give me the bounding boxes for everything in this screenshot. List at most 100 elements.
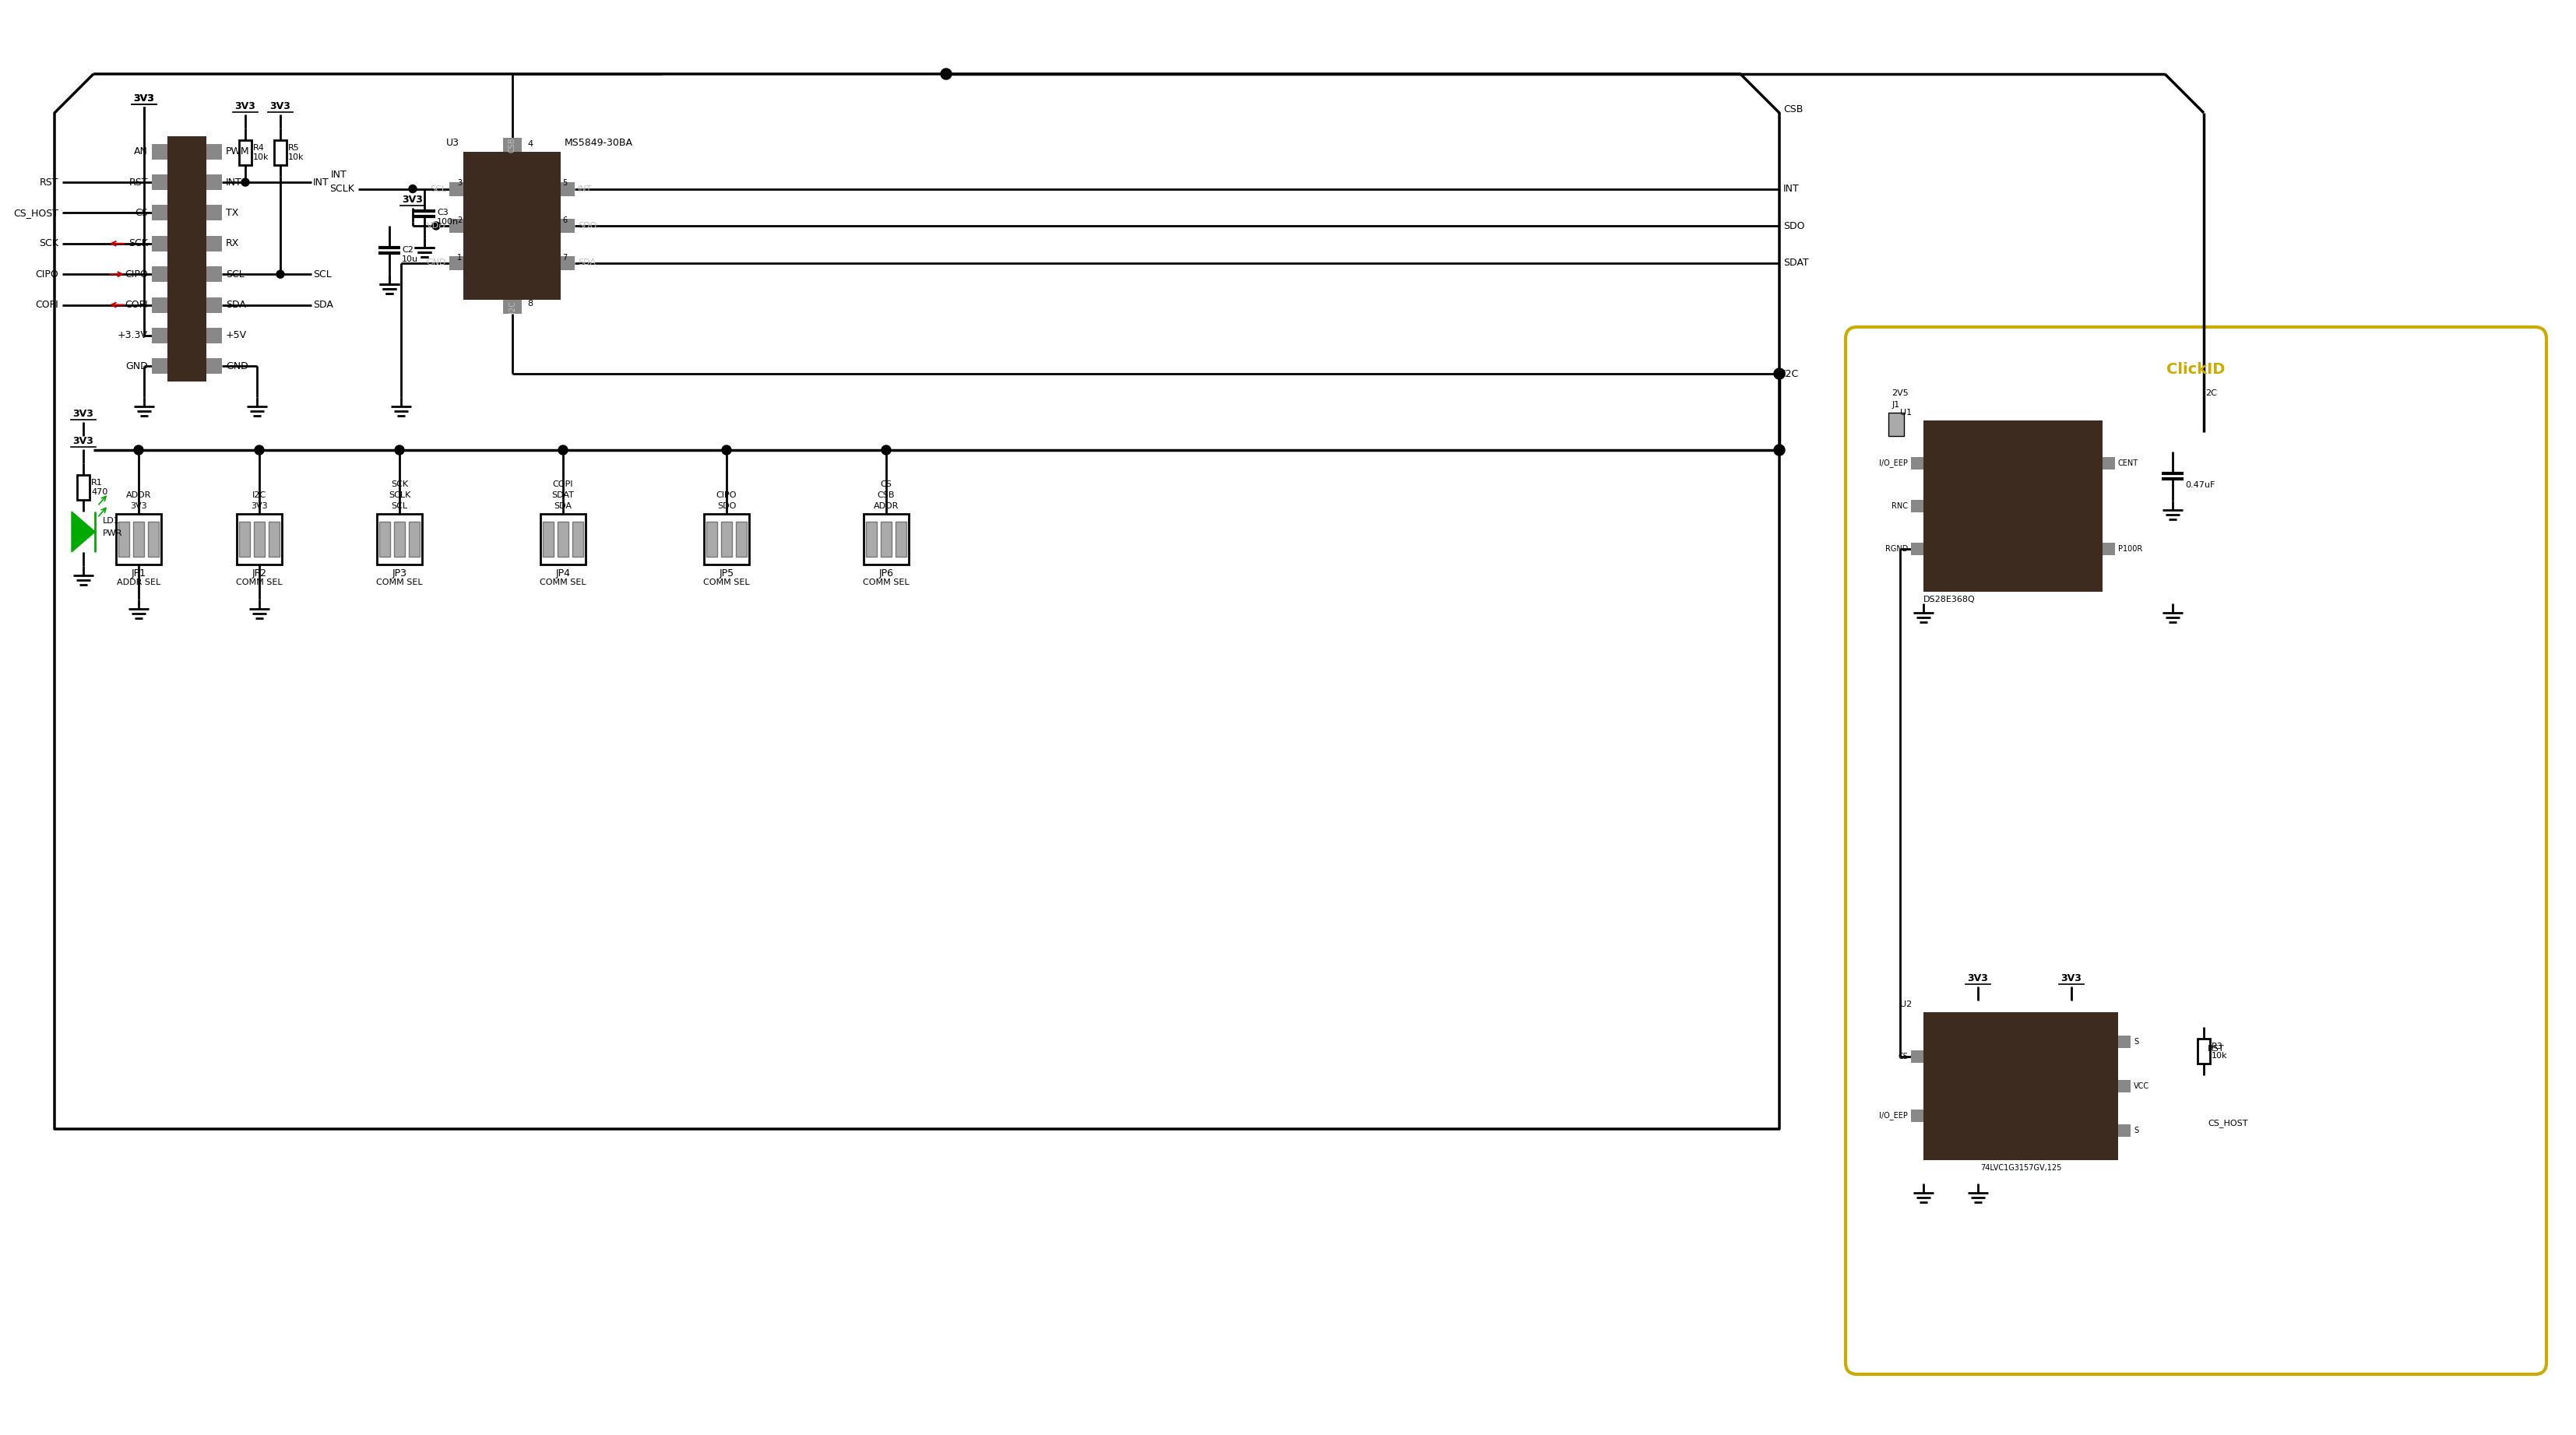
Bar xyxy=(152,297,167,313)
Bar xyxy=(556,521,569,557)
Bar xyxy=(273,141,286,165)
Text: R5: R5 xyxy=(289,144,299,152)
Bar xyxy=(134,521,144,557)
Text: SDO: SDO xyxy=(716,502,737,509)
Text: RGND: RGND xyxy=(1886,545,1909,552)
Text: I2C: I2C xyxy=(507,300,515,313)
Bar xyxy=(502,300,520,314)
Text: SCL: SCL xyxy=(314,270,332,280)
Bar xyxy=(703,514,750,564)
Text: U3: U3 xyxy=(446,138,459,148)
Bar xyxy=(237,514,281,564)
Bar xyxy=(881,521,891,557)
Bar xyxy=(706,521,716,557)
Text: LD1: LD1 xyxy=(103,517,118,525)
Bar xyxy=(1924,1012,2117,1159)
Text: COMM SEL: COMM SEL xyxy=(376,578,422,587)
Text: COMM SEL: COMM SEL xyxy=(863,578,909,587)
Bar xyxy=(2117,1125,2130,1137)
Text: SCK: SCK xyxy=(392,481,407,488)
Text: RST: RST xyxy=(39,177,59,188)
Bar xyxy=(866,521,876,557)
Text: SDA: SDA xyxy=(554,502,572,509)
Bar xyxy=(116,514,162,564)
Bar xyxy=(541,514,585,564)
Text: PWM: PWM xyxy=(227,146,250,156)
Text: 10u: 10u xyxy=(402,255,417,263)
Bar xyxy=(1911,1109,1924,1122)
Text: 74LVC1G3157GV,125: 74LVC1G3157GV,125 xyxy=(1981,1164,2061,1172)
Bar xyxy=(464,152,562,300)
Circle shape xyxy=(721,445,732,455)
Text: I/O_EEP: I/O_EEP xyxy=(1878,1112,1909,1119)
Text: COMM SEL: COMM SEL xyxy=(237,578,283,587)
Bar xyxy=(572,521,585,557)
Text: CS_HOST: CS_HOST xyxy=(2208,1119,2249,1128)
Bar xyxy=(2197,1039,2210,1063)
Text: COMM SEL: COMM SEL xyxy=(541,578,587,587)
Bar xyxy=(448,255,464,270)
Text: CSB: CSB xyxy=(1783,103,1803,113)
Bar xyxy=(863,514,909,564)
Text: CS: CS xyxy=(1899,1053,1909,1060)
Text: CIPO: CIPO xyxy=(36,270,59,280)
Text: COPI: COPI xyxy=(554,481,574,488)
Text: 3V3: 3V3 xyxy=(234,102,255,112)
Text: RST: RST xyxy=(2208,1045,2226,1053)
Text: INT: INT xyxy=(314,177,330,188)
Text: 2V5: 2V5 xyxy=(1891,389,1909,397)
Text: GND: GND xyxy=(227,362,247,372)
Text: +5V: +5V xyxy=(227,330,247,340)
Text: AN: AN xyxy=(134,146,147,156)
Bar xyxy=(152,327,167,343)
Text: COPI: COPI xyxy=(36,300,59,310)
Bar xyxy=(240,141,252,165)
Bar xyxy=(2102,542,2115,555)
Text: 100n: 100n xyxy=(438,218,459,227)
Circle shape xyxy=(433,222,440,230)
Text: SCLK: SCLK xyxy=(389,491,410,499)
Bar xyxy=(544,521,554,557)
Text: SCLK: SCLK xyxy=(330,184,355,194)
Text: INT: INT xyxy=(1783,184,1801,194)
Text: 3V3: 3V3 xyxy=(2061,973,2081,983)
Bar xyxy=(1911,1050,1924,1063)
Bar xyxy=(562,182,574,195)
Text: VDD: VDD xyxy=(428,222,446,230)
Text: 2: 2 xyxy=(456,217,461,224)
Text: 3V3: 3V3 xyxy=(134,93,155,103)
Text: CS: CS xyxy=(881,481,891,488)
Text: COPI: COPI xyxy=(124,300,147,310)
Bar xyxy=(896,521,907,557)
Text: SCK: SCK xyxy=(39,238,59,248)
Bar xyxy=(206,144,222,159)
Text: RNC: RNC xyxy=(1891,502,1909,509)
Text: SDO: SDO xyxy=(577,222,598,230)
Text: 3V3: 3V3 xyxy=(1968,973,1989,983)
Bar xyxy=(206,327,222,343)
Circle shape xyxy=(242,178,250,187)
Text: ADDR: ADDR xyxy=(873,502,899,509)
Text: 7: 7 xyxy=(562,254,567,261)
Bar xyxy=(152,235,167,251)
Bar xyxy=(255,521,265,557)
Text: JP3: JP3 xyxy=(392,568,407,578)
Text: 3V3: 3V3 xyxy=(402,195,422,205)
Bar xyxy=(118,521,129,557)
Text: SDA: SDA xyxy=(577,258,595,267)
Text: ClickID: ClickID xyxy=(2166,362,2226,377)
Bar xyxy=(2102,458,2115,469)
Bar xyxy=(152,175,167,189)
Bar xyxy=(206,235,222,251)
Bar xyxy=(502,138,520,152)
Text: PWR: PWR xyxy=(103,530,124,537)
Text: R4: R4 xyxy=(252,144,265,152)
Text: 3V3: 3V3 xyxy=(72,436,93,446)
Text: 0.47uF: 0.47uF xyxy=(2184,481,2215,489)
Circle shape xyxy=(559,445,567,455)
Bar xyxy=(152,144,167,159)
Text: TX: TX xyxy=(227,208,240,218)
Bar xyxy=(206,359,222,375)
Text: 1: 1 xyxy=(456,254,461,261)
Text: SDA: SDA xyxy=(227,300,245,310)
